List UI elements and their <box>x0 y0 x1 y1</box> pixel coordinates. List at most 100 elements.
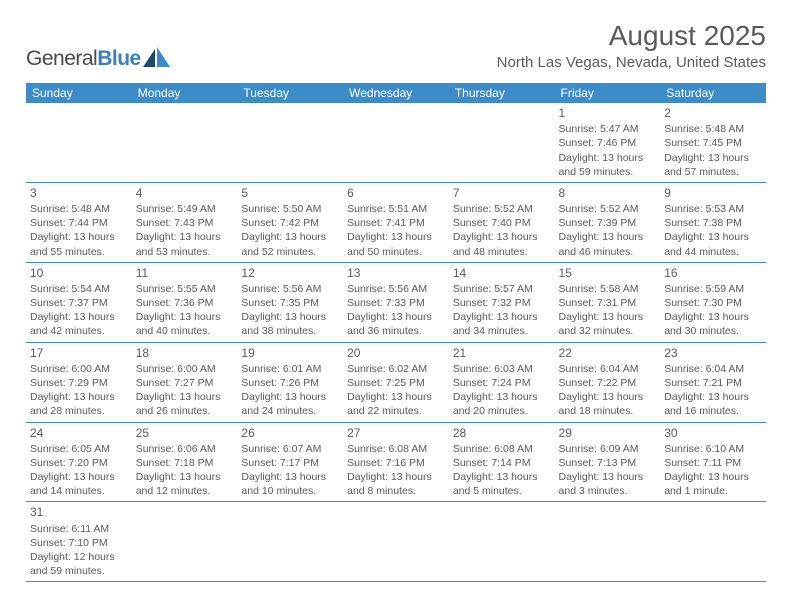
day-info-line: and 12 minutes. <box>136 484 234 498</box>
calendar-day-cell: 13Sunrise: 5:56 AMSunset: 7:33 PMDayligh… <box>343 262 449 342</box>
day-info-line: Sunrise: 6:04 AM <box>664 362 762 376</box>
day-info-line: Sunrise: 5:48 AM <box>30 202 128 216</box>
day-info-line: and 22 minutes. <box>347 404 445 418</box>
day-info-line: Sunrise: 6:08 AM <box>347 442 445 456</box>
day-info-line: Daylight: 13 hours <box>241 310 339 324</box>
day-info-line: Daylight: 13 hours <box>453 230 551 244</box>
calendar-day-cell: 28Sunrise: 6:08 AMSunset: 7:14 PMDayligh… <box>449 422 555 502</box>
day-info-line: and 16 minutes. <box>664 404 762 418</box>
day-info-line: Sunrise: 5:54 AM <box>30 282 128 296</box>
day-info-line: Sunrise: 5:59 AM <box>664 282 762 296</box>
day-number: 8 <box>559 185 657 201</box>
day-info-line: Sunrise: 6:03 AM <box>453 362 551 376</box>
calendar-day-cell: 21Sunrise: 6:03 AMSunset: 7:24 PMDayligh… <box>449 342 555 422</box>
day-info-line: Sunrise: 6:01 AM <box>241 362 339 376</box>
day-info-line: Daylight: 13 hours <box>453 390 551 404</box>
calendar-week-row: 24Sunrise: 6:05 AMSunset: 7:20 PMDayligh… <box>26 422 766 502</box>
day-info-line: Sunset: 7:32 PM <box>453 296 551 310</box>
day-number: 22 <box>559 345 657 361</box>
day-header: Thursday <box>449 83 555 103</box>
day-info-line: and 18 minutes. <box>559 404 657 418</box>
day-info-line: Sunset: 7:31 PM <box>559 296 657 310</box>
calendar-week-row: 17Sunrise: 6:00 AMSunset: 7:29 PMDayligh… <box>26 342 766 422</box>
calendar-day-cell: 26Sunrise: 6:07 AMSunset: 7:17 PMDayligh… <box>237 422 343 502</box>
day-info-line: Sunset: 7:36 PM <box>136 296 234 310</box>
day-header: Tuesday <box>237 83 343 103</box>
calendar-day-cell <box>343 103 449 182</box>
day-info-line: Sunset: 7:37 PM <box>30 296 128 310</box>
calendar-day-cell: 24Sunrise: 6:05 AMSunset: 7:20 PMDayligh… <box>26 422 132 502</box>
day-info-line: Sunrise: 6:10 AM <box>664 442 762 456</box>
day-info-line: Sunset: 7:29 PM <box>30 376 128 390</box>
month-title: August 2025 <box>497 20 766 52</box>
day-info-line: and 1 minute. <box>664 484 762 498</box>
calendar-day-cell: 5Sunrise: 5:50 AMSunset: 7:42 PMDaylight… <box>237 182 343 262</box>
calendar-day-cell: 10Sunrise: 5:54 AMSunset: 7:37 PMDayligh… <box>26 262 132 342</box>
calendar-day-cell <box>237 502 343 582</box>
day-info-line: Sunset: 7:18 PM <box>136 456 234 470</box>
day-info-line: Sunset: 7:25 PM <box>347 376 445 390</box>
day-info-line: Sunset: 7:27 PM <box>136 376 234 390</box>
calendar-day-cell: 30Sunrise: 6:10 AMSunset: 7:11 PMDayligh… <box>660 422 766 502</box>
day-info-line: Daylight: 12 hours <box>30 550 128 564</box>
day-number: 25 <box>136 425 234 441</box>
day-header: Saturday <box>660 83 766 103</box>
location-text: North Las Vegas, Nevada, United States <box>497 54 766 71</box>
calendar-day-cell: 22Sunrise: 6:04 AMSunset: 7:22 PMDayligh… <box>555 342 661 422</box>
calendar-day-cell: 3Sunrise: 5:48 AMSunset: 7:44 PMDaylight… <box>26 182 132 262</box>
day-number: 23 <box>664 345 762 361</box>
day-number: 9 <box>664 185 762 201</box>
day-info-line: Sunrise: 5:56 AM <box>347 282 445 296</box>
calendar-day-cell: 2Sunrise: 5:48 AMSunset: 7:45 PMDaylight… <box>660 103 766 182</box>
day-number: 3 <box>30 185 128 201</box>
day-info-line: Sunset: 7:41 PM <box>347 216 445 230</box>
day-number: 29 <box>559 425 657 441</box>
header: GeneralBlue August 2025 North Las Vegas,… <box>0 0 792 75</box>
day-info-line: and 32 minutes. <box>559 324 657 338</box>
calendar-day-cell: 23Sunrise: 6:04 AMSunset: 7:21 PMDayligh… <box>660 342 766 422</box>
day-info-line: Sunset: 7:43 PM <box>136 216 234 230</box>
day-info-line: Sunset: 7:20 PM <box>30 456 128 470</box>
day-info-line: Sunrise: 5:47 AM <box>559 122 657 136</box>
day-info-line: Sunrise: 6:06 AM <box>136 442 234 456</box>
day-info-line: Daylight: 13 hours <box>241 230 339 244</box>
day-info-line: Sunset: 7:42 PM <box>241 216 339 230</box>
day-info-line: Daylight: 13 hours <box>559 151 657 165</box>
calendar-day-cell: 1Sunrise: 5:47 AMSunset: 7:46 PMDaylight… <box>555 103 661 182</box>
day-info-line: Sunrise: 6:00 AM <box>136 362 234 376</box>
day-header: Friday <box>555 83 661 103</box>
day-info-line: Sunset: 7:45 PM <box>664 136 762 150</box>
day-number: 10 <box>30 265 128 281</box>
day-info-line: Daylight: 13 hours <box>453 470 551 484</box>
day-info-line: and 59 minutes. <box>30 564 128 578</box>
day-info-line: Daylight: 13 hours <box>241 470 339 484</box>
day-number: 18 <box>136 345 234 361</box>
day-info-line: Daylight: 13 hours <box>347 230 445 244</box>
calendar-day-cell: 31Sunrise: 6:11 AMSunset: 7:10 PMDayligh… <box>26 502 132 582</box>
day-info-line: and 26 minutes. <box>136 404 234 418</box>
day-number: 21 <box>453 345 551 361</box>
day-info-line: and 28 minutes. <box>30 404 128 418</box>
day-info-line: Sunrise: 5:58 AM <box>559 282 657 296</box>
day-info-line: and 30 minutes. <box>664 324 762 338</box>
calendar-week-row: 3Sunrise: 5:48 AMSunset: 7:44 PMDaylight… <box>26 182 766 262</box>
day-number: 26 <box>241 425 339 441</box>
day-info-line: and 52 minutes. <box>241 245 339 259</box>
day-info-line: and 14 minutes. <box>30 484 128 498</box>
day-info-line: Daylight: 13 hours <box>664 470 762 484</box>
day-info-line: Daylight: 13 hours <box>453 310 551 324</box>
day-header: Sunday <box>26 83 132 103</box>
day-info-line: and 57 minutes. <box>664 165 762 179</box>
day-number: 31 <box>30 504 128 520</box>
day-info-line: and 10 minutes. <box>241 484 339 498</box>
calendar-day-cell <box>660 502 766 582</box>
calendar-day-cell: 17Sunrise: 6:00 AMSunset: 7:29 PMDayligh… <box>26 342 132 422</box>
calendar-day-cell: 6Sunrise: 5:51 AMSunset: 7:41 PMDaylight… <box>343 182 449 262</box>
day-number: 12 <box>241 265 339 281</box>
day-info-line: Daylight: 13 hours <box>664 230 762 244</box>
day-info-line: Daylight: 13 hours <box>136 390 234 404</box>
day-number: 19 <box>241 345 339 361</box>
logo-text: GeneralBlue <box>26 47 141 71</box>
day-info-line: and 20 minutes. <box>453 404 551 418</box>
logo-text-2: Blue <box>97 47 141 70</box>
